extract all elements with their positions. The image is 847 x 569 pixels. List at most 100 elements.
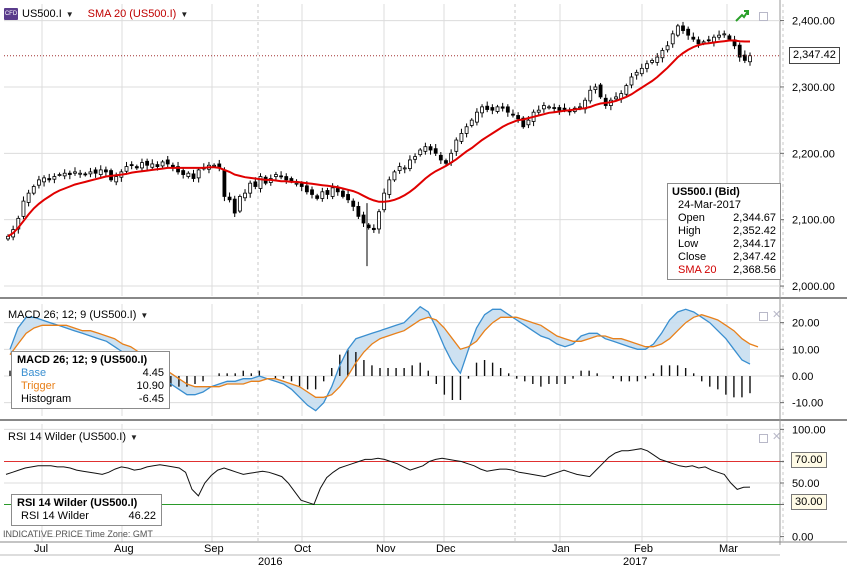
candle-body [634,71,639,76]
candle-body [73,171,77,174]
candle-body [47,178,52,181]
candle-body [315,195,320,199]
y-tick-label: 2,400.00 [792,16,835,28]
open-value: 2,344.67 [733,212,776,224]
candle-body [196,169,201,179]
chevron-down-icon[interactable]: ▼ [180,9,189,19]
candle-body [83,173,88,176]
candle-body [176,166,180,173]
trend-arrow-icon[interactable] [734,8,750,24]
candle-body [526,119,531,126]
candle-body [418,149,423,156]
candle-body [160,161,165,167]
open-label: Open [678,212,705,224]
pane-maximize-icon[interactable] [759,12,768,21]
candle-body [706,39,711,42]
candle-body [675,25,680,36]
y-tick-label: 2,300.00 [792,82,835,94]
candle-body [500,106,505,109]
month-label: Dec [436,543,456,555]
month-label: Jan [552,543,570,555]
candle-body [428,146,433,151]
month-label: Nov [376,543,396,555]
candle-body [650,60,654,63]
candle-body [552,107,557,109]
candle-body [155,164,160,167]
chevron-down-icon[interactable]: ▼ [140,310,149,320]
candle-body [686,28,691,36]
y-tick-label: 50.00 [792,478,820,490]
pane-maximize-icon[interactable] [759,312,768,321]
candle-body [299,183,304,187]
candle-body [366,224,371,229]
candle-body [438,154,443,161]
candle-body [521,117,526,128]
chevron-down-icon[interactable]: ▼ [129,432,138,442]
candle-body [459,133,464,142]
candle-body [665,45,670,51]
candle-body [748,55,752,63]
candle-body [624,85,629,95]
month-label: Sep [204,543,224,555]
rsi-value: 46.22 [128,510,156,522]
rsi-label[interactable]: RSI 14 Wilder (US500.I) [8,431,126,443]
candle-body [464,126,469,134]
macd-pane-header: MACD 26; 12; 9 (US500.I) ▼ [8,309,148,321]
candle-body [243,192,247,199]
candle-body [402,167,407,170]
candle-body [356,206,361,217]
month-label: Jul [34,543,49,555]
ohlc-info-box: US500.I (Bid) 24-Mar-2017 Open 2,344.67 H… [667,183,781,280]
y-tick-label: 20.00 [792,318,820,330]
close-icon[interactable]: ✕ [772,309,782,321]
candle-body [294,182,299,185]
candle-body [279,175,283,178]
candle-body [377,211,381,230]
candle-body [639,67,644,75]
candle-body [562,107,567,110]
chevron-down-icon[interactable]: ▼ [65,9,74,19]
symbol-label[interactable]: US500.I [22,8,62,20]
candle-body [67,172,72,175]
y-tick-label: 10.00 [792,344,820,356]
candle-body [490,107,495,111]
high-value: 2,352.42 [733,225,776,237]
candle-body [346,194,350,201]
sma-value: 2,368.56 [733,264,776,276]
trigger-value: 10.90 [136,380,164,392]
candle-body [26,192,31,203]
candle-body [351,200,356,207]
base-value: 4.45 [142,367,164,379]
candle-body [655,56,660,63]
rsi-box-title: RSI 14 Wilder (US500.I) [17,497,138,509]
macd-info-box: MACD 26; 12; 9 (US500.I) Base 4.45 Trigge… [11,351,170,409]
candle-body [433,148,438,154]
candle-body [191,173,196,179]
rsi-upper-tag: 70.00 [791,452,827,468]
macd-label[interactable]: MACD 26; 12; 9 (US500.I) [8,309,137,321]
last-price-tag: 2,347.42 [789,47,840,64]
candle-body [88,171,93,175]
candle-body [42,177,46,183]
candle-body [696,39,701,45]
candle-body [212,164,217,167]
sma-label[interactable]: SMA 20 (US500.I) [87,8,177,20]
candle-body [325,190,330,195]
candle-body [505,106,510,113]
close-icon[interactable]: ✕ [772,431,782,443]
candle-body [712,36,716,43]
rsi-pane-header: RSI 14 Wilder (US500.I) ▼ [8,431,138,443]
candle-body [150,163,155,168]
macd-trigger-line [9,314,759,398]
candle-body [660,50,665,59]
sma-line [7,39,750,238]
candle-body [181,170,186,175]
pane-maximize-icon[interactable] [759,434,768,443]
candle-body [62,172,67,177]
close-value: 2,347.42 [733,251,776,263]
trigger-label: Trigger [21,380,56,392]
candle-body [253,181,258,187]
y-tick-label: 2,100.00 [792,215,835,227]
candle-body [21,200,26,217]
